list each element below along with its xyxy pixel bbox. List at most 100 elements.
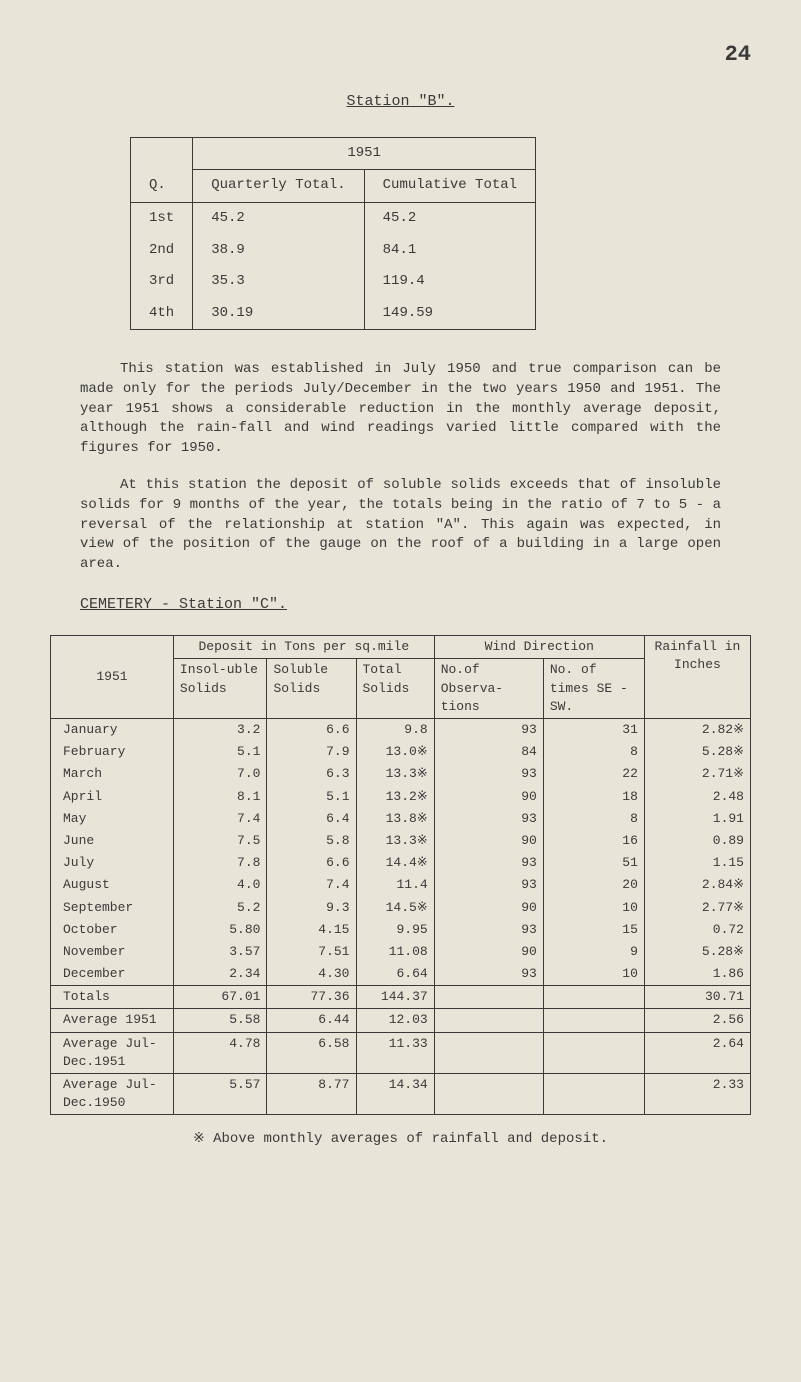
total-val: 11.4 [356, 874, 434, 896]
rain-val: 2.84※ [644, 874, 750, 896]
rain-val: 2.82※ [644, 719, 750, 742]
total-val: 13.2※ [356, 786, 434, 808]
avg1951-s: 6.44 [267, 1009, 356, 1032]
total-val: 13.3※ [356, 763, 434, 785]
totals-w [543, 986, 644, 1009]
insol-val: 7.0 [173, 763, 267, 785]
obs-val: 93 [434, 963, 543, 986]
wind-val: 31 [543, 719, 644, 742]
q-row: 30.19 [193, 298, 364, 330]
avgjd1951-s: 6.58 [267, 1032, 356, 1073]
page-number: 24 [50, 40, 751, 71]
q-row: 2nd [131, 235, 193, 267]
insol-val: 5.80 [173, 919, 267, 941]
insol-val: 2.34 [173, 963, 267, 986]
total-val: 14.5※ [356, 897, 434, 919]
main-table: 1951 Deposit in Tons per sq.mile Wind Di… [50, 635, 751, 1115]
year-header: 1951 [193, 137, 536, 170]
wind-val: 10 [543, 963, 644, 986]
month-label: February [51, 741, 174, 763]
avg1951-r: 2.56 [644, 1009, 750, 1032]
wind-val: 10 [543, 897, 644, 919]
col-quarterly: Quarterly Total. [193, 170, 364, 203]
avgjd1951-label: Average Jul-Dec.1951 [51, 1032, 174, 1073]
rain-val: 1.91 [644, 808, 750, 830]
sub-sol: Soluble Solids [267, 659, 356, 719]
rain-val: 1.15 [644, 852, 750, 874]
insol-val: 5.1 [173, 741, 267, 763]
wind-val: 22 [543, 763, 644, 785]
totals-o [434, 986, 543, 1009]
month-label: September [51, 897, 174, 919]
total-val: 13.0※ [356, 741, 434, 763]
obs-val: 90 [434, 941, 543, 963]
q-row: 38.9 [193, 235, 364, 267]
avgjd1950-i: 5.57 [173, 1074, 267, 1115]
q-row: 1st [131, 202, 193, 234]
avgjd1950-r: 2.33 [644, 1074, 750, 1115]
month-label: July [51, 852, 174, 874]
sol-val: 7.4 [267, 874, 356, 896]
month-label: January [51, 719, 174, 742]
avgjd1951-r: 2.64 [644, 1032, 750, 1073]
sol-val: 6.6 [267, 852, 356, 874]
total-val: 13.8※ [356, 808, 434, 830]
insol-val: 3.2 [173, 719, 267, 742]
totals-s: 77.36 [267, 986, 356, 1009]
quarterly-table: Q. 1951 Quarterly Total. Cumulative Tota… [130, 137, 536, 331]
month-label: April [51, 786, 174, 808]
rain-val: 2.48 [644, 786, 750, 808]
obs-val: 93 [434, 874, 543, 896]
total-val: 14.4※ [356, 852, 434, 874]
insol-val: 7.8 [173, 852, 267, 874]
paragraph-1: This station was established in July 195… [80, 360, 721, 458]
q-row: 3rd [131, 266, 193, 298]
rain-val: 0.89 [644, 830, 750, 852]
footnote: ※ Above monthly averages of rainfall and… [50, 1130, 751, 1150]
q-row: 119.4 [364, 266, 535, 298]
month-label: March [51, 763, 174, 785]
total-val: 6.64 [356, 963, 434, 986]
obs-val: 93 [434, 808, 543, 830]
obs-val: 93 [434, 919, 543, 941]
paragraph-2: At this station the deposit of soluble s… [80, 476, 721, 574]
avgjd1950-w [543, 1074, 644, 1115]
insol-val: 7.5 [173, 830, 267, 852]
wind-header: Wind Direction [434, 636, 644, 659]
sol-val: 6.3 [267, 763, 356, 785]
avgjd1950-label: Average Jul-Dec.1950 [51, 1074, 174, 1115]
wind-val: 15 [543, 919, 644, 941]
station-b-title: Station "B". [50, 91, 751, 112]
total-val: 11.08 [356, 941, 434, 963]
avgjd1951-o [434, 1032, 543, 1073]
wind-val: 9 [543, 941, 644, 963]
insol-val: 8.1 [173, 786, 267, 808]
sol-val: 6.6 [267, 719, 356, 742]
obs-val: 90 [434, 830, 543, 852]
sol-val: 5.8 [267, 830, 356, 852]
insol-val: 4.0 [173, 874, 267, 896]
wind-val: 20 [543, 874, 644, 896]
avgjd1951-t: 11.33 [356, 1032, 434, 1073]
rain-val: 5.28※ [644, 741, 750, 763]
obs-val: 93 [434, 852, 543, 874]
insol-val: 7.4 [173, 808, 267, 830]
avgjd1951-w [543, 1032, 644, 1073]
wind-val: 8 [543, 808, 644, 830]
month-label: October [51, 919, 174, 941]
insol-val: 3.57 [173, 941, 267, 963]
deposit-header: Deposit in Tons per sq.mile [173, 636, 434, 659]
rain-val: 1.86 [644, 963, 750, 986]
wind-val: 8 [543, 741, 644, 763]
q-row: 84.1 [364, 235, 535, 267]
avg1951-i: 5.58 [173, 1009, 267, 1032]
month-label: June [51, 830, 174, 852]
rainfall-header: Rainfall in Inches [644, 636, 750, 719]
total-val: 13.3※ [356, 830, 434, 852]
obs-val: 90 [434, 786, 543, 808]
q-row: 45.2 [364, 202, 535, 234]
q-row: 35.3 [193, 266, 364, 298]
sol-val: 6.4 [267, 808, 356, 830]
avgjd1950-s: 8.77 [267, 1074, 356, 1115]
rain-val: 0.72 [644, 919, 750, 941]
